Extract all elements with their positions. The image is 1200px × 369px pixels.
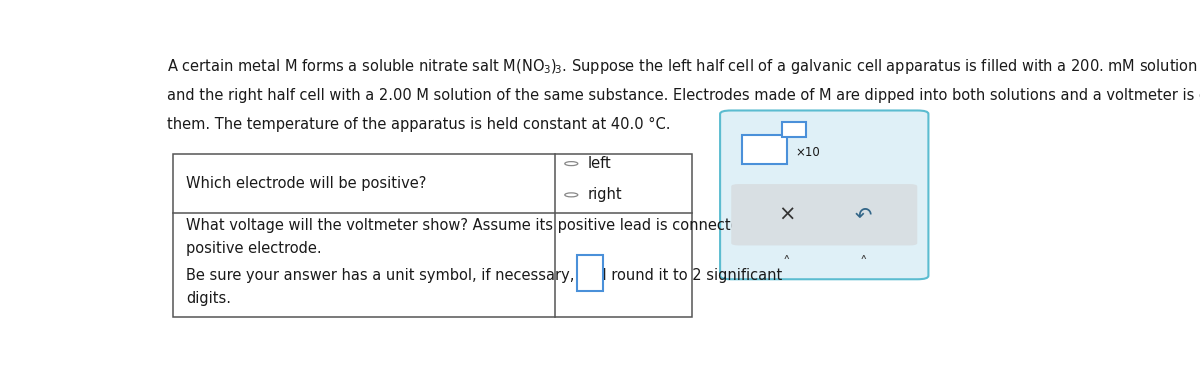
Text: and the right half cell with a 2.00 M solution of the same substance. Electrodes: and the right half cell with a 2.00 M so… bbox=[167, 88, 1200, 103]
FancyBboxPatch shape bbox=[720, 110, 929, 279]
Text: Be sure your answer has a unit symbol, if necessary, and round it to 2 significa: Be sure your answer has a unit symbol, i… bbox=[186, 268, 782, 283]
Text: them. The temperature of the apparatus is held constant at 40.0 °C.: them. The temperature of the apparatus i… bbox=[167, 117, 671, 132]
Bar bbox=[743, 135, 787, 163]
Text: ˄: ˄ bbox=[782, 256, 791, 270]
Text: Which electrode will be positive?: Which electrode will be positive? bbox=[186, 176, 427, 191]
Text: ˄: ˄ bbox=[859, 256, 868, 270]
Text: ×10: ×10 bbox=[796, 146, 820, 159]
Bar bbox=[782, 123, 805, 137]
Text: A certain metal M forms a soluble nitrate salt M$\mathsf{\left(NO_3\right)_{\!3}: A certain metal M forms a soluble nitrat… bbox=[167, 57, 1200, 76]
Text: left: left bbox=[588, 156, 612, 171]
Text: right: right bbox=[588, 187, 623, 202]
Text: What voltage will the voltmeter show? Assume its positive lead is connected to t: What voltage will the voltmeter show? As… bbox=[186, 218, 797, 232]
Text: ↶: ↶ bbox=[854, 205, 872, 225]
Bar bbox=[173, 154, 692, 317]
Bar bbox=[577, 255, 602, 292]
Text: digits.: digits. bbox=[186, 291, 232, 306]
Text: ×: × bbox=[778, 205, 796, 225]
Text: positive electrode.: positive electrode. bbox=[186, 241, 322, 256]
FancyBboxPatch shape bbox=[731, 184, 917, 245]
